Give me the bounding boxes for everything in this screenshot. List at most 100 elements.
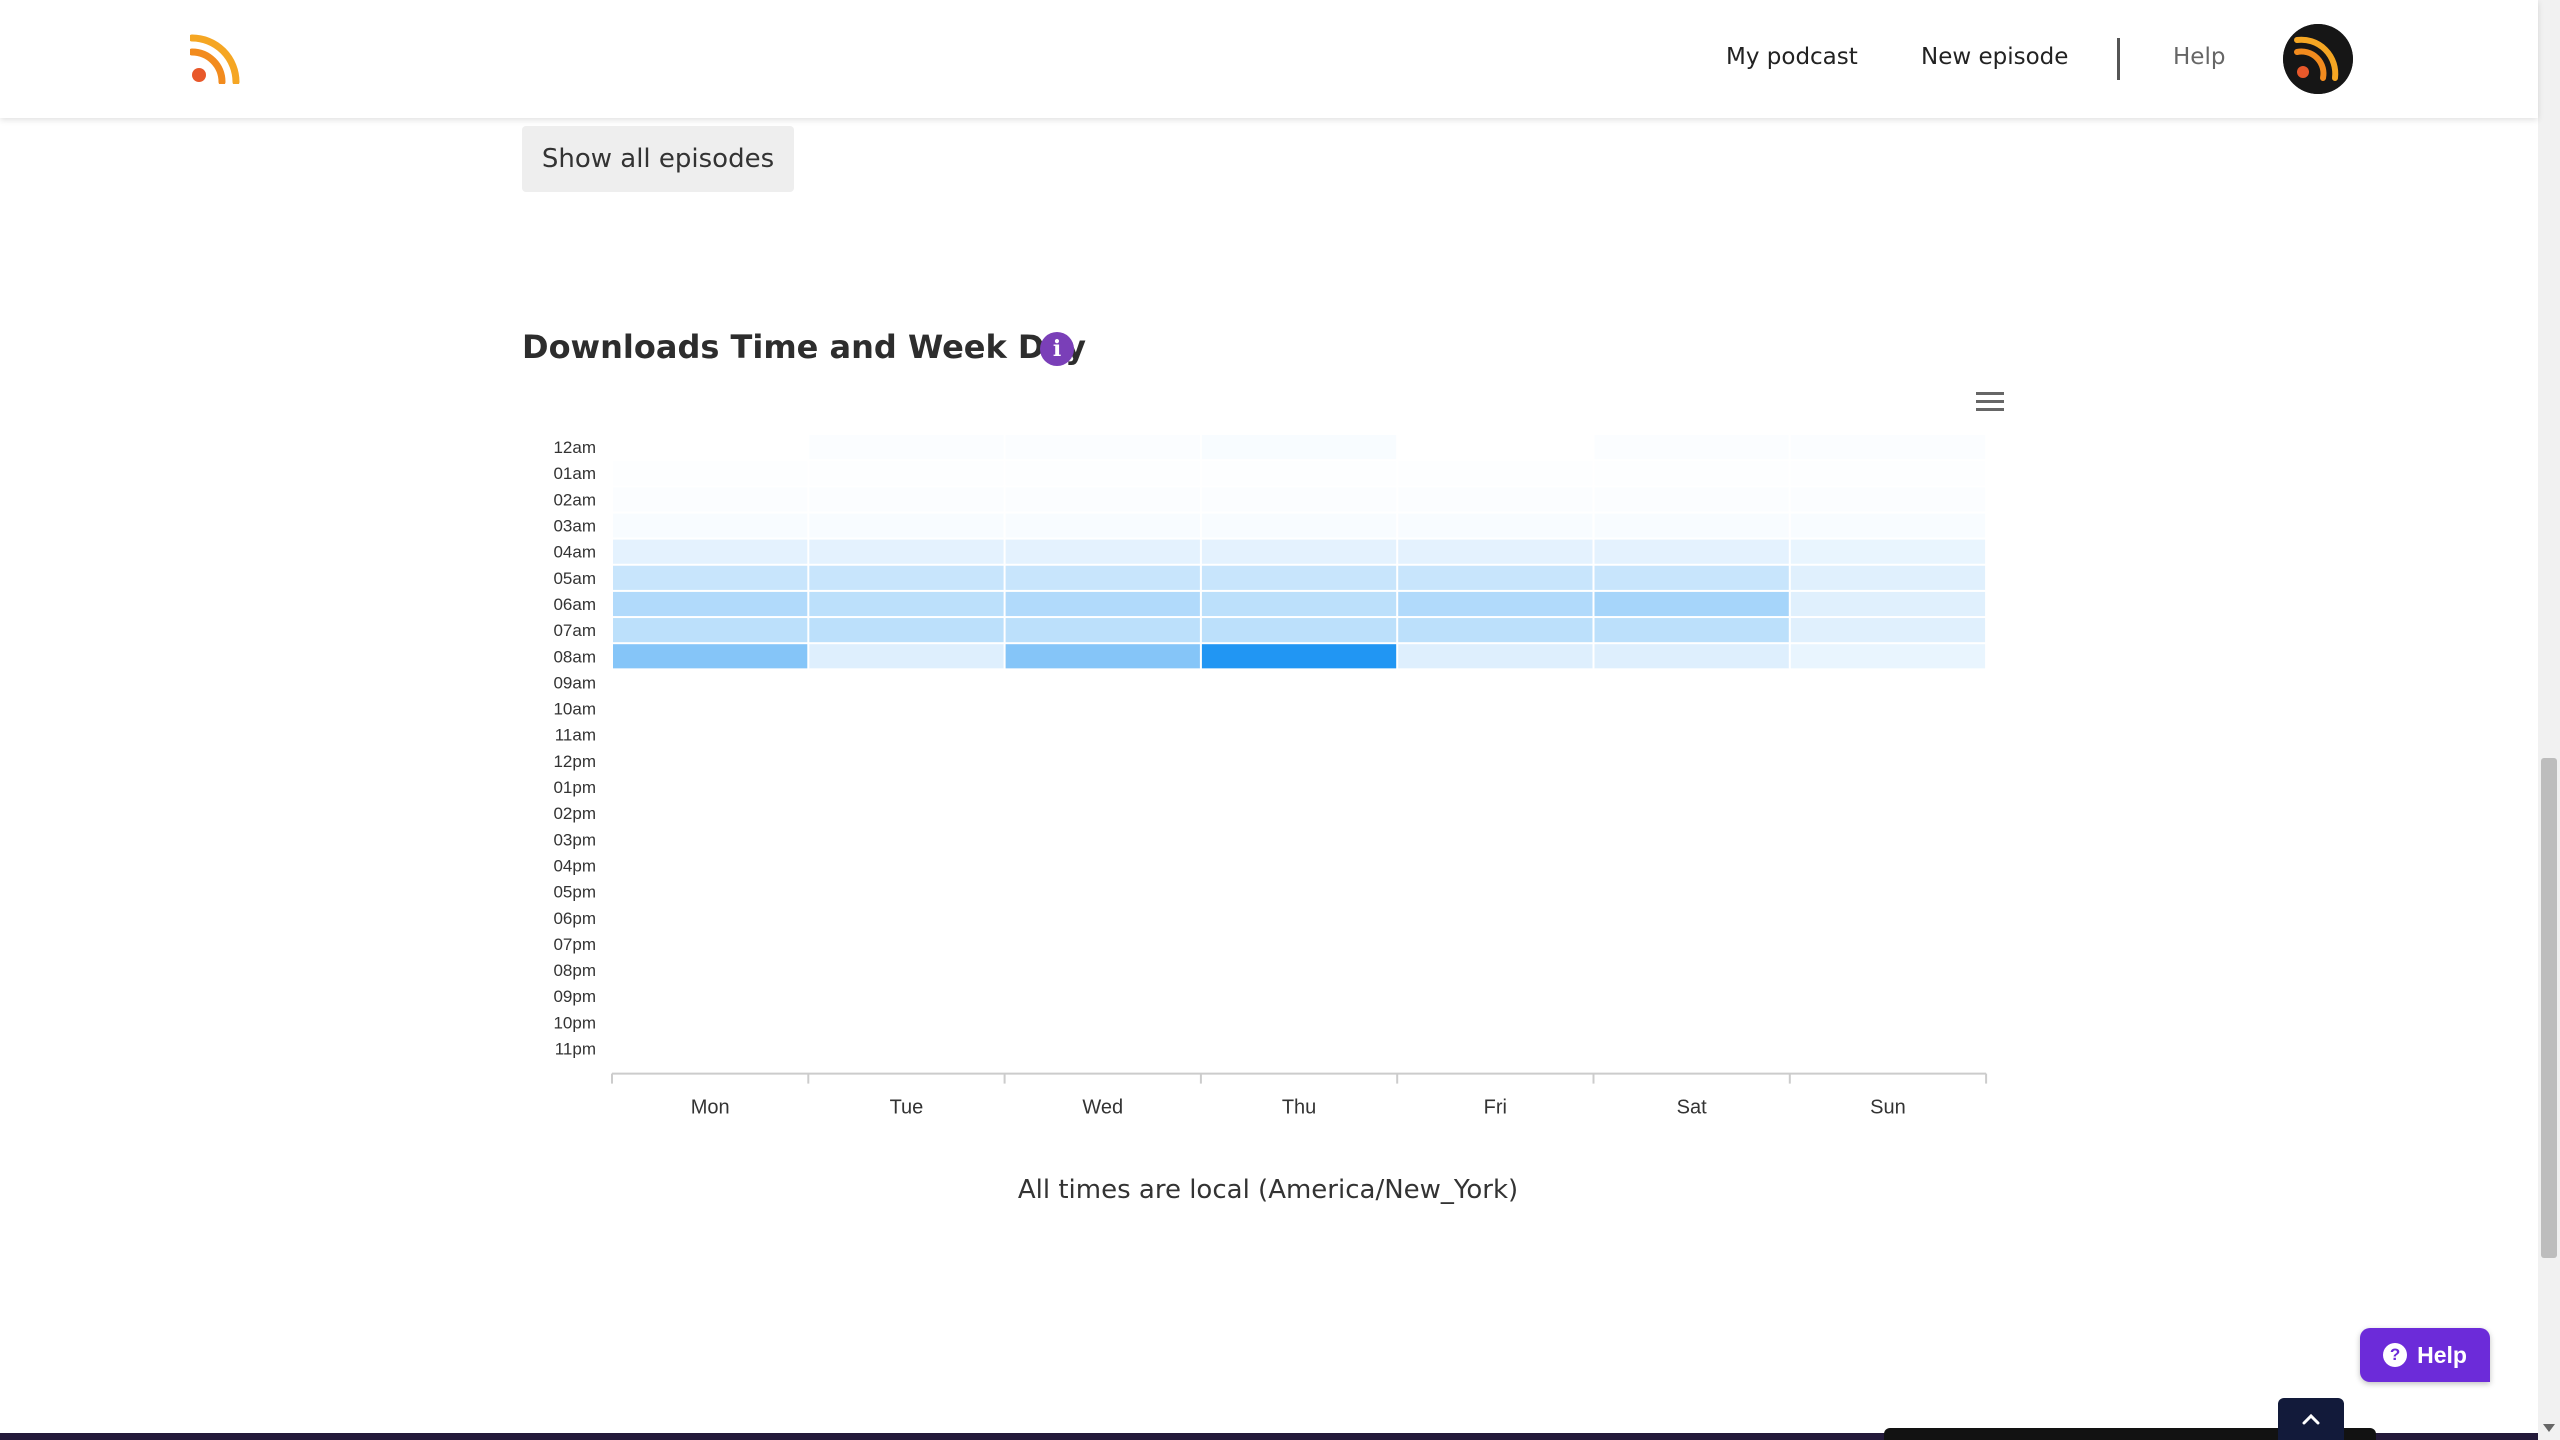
- heatmap-cell[interactable]: [1398, 774, 1593, 800]
- heatmap-cell[interactable]: [1790, 774, 1986, 800]
- heatmap-cell[interactable]: [1790, 801, 1986, 826]
- heatmap-cell[interactable]: [1594, 748, 1789, 773]
- heatmap-cell[interactable]: [1594, 487, 1789, 512]
- heatmap-cell[interactable]: [613, 853, 808, 878]
- heatmap-cell[interactable]: [1201, 879, 1397, 904]
- heatmap-cell[interactable]: [809, 722, 1004, 747]
- heatmap-cell[interactable]: [1398, 748, 1593, 773]
- heatmap-cell[interactable]: [809, 748, 1004, 773]
- heatmap-cell[interactable]: [1005, 513, 1200, 538]
- heatmap-cell[interactable]: [1201, 931, 1397, 956]
- heatmap-cell[interactable]: [809, 931, 1004, 956]
- heatmap-cell[interactable]: [1398, 853, 1593, 878]
- heatmap-cell[interactable]: [613, 591, 808, 617]
- heatmap-cell[interactable]: [613, 539, 808, 564]
- heatmap-cell[interactable]: [1594, 827, 1789, 852]
- heatmap-cell[interactable]: [1005, 618, 1200, 643]
- heatmap-cell[interactable]: [1005, 644, 1200, 669]
- heatmap-cell[interactable]: [1398, 984, 1593, 1009]
- heatmap-cell[interactable]: [1398, 931, 1593, 956]
- heatmap-cell[interactable]: [809, 487, 1004, 512]
- heatmap-cell[interactable]: [1594, 591, 1789, 617]
- heatmap-cell[interactable]: [613, 905, 808, 930]
- heatmap-cell[interactable]: [1005, 984, 1200, 1009]
- heatmap-cell[interactable]: [1594, 539, 1789, 564]
- heatmap-cell[interactable]: [1790, 513, 1986, 538]
- heatmap-cell[interactable]: [1201, 722, 1397, 747]
- info-icon[interactable]: i: [1040, 332, 1074, 366]
- heatmap-cell[interactable]: [1594, 1036, 1789, 1061]
- heatmap-cell[interactable]: [1398, 644, 1593, 669]
- heatmap-cell[interactable]: [1005, 487, 1200, 512]
- heatmap-cell[interactable]: [1005, 591, 1200, 617]
- heatmap-cell[interactable]: [809, 696, 1004, 721]
- podcast-avatar[interactable]: [2283, 24, 2353, 94]
- heatmap-cell[interactable]: [809, 774, 1004, 800]
- heatmap-cell[interactable]: [1790, 618, 1986, 643]
- help-widget-button[interactable]: ? Help: [2360, 1328, 2490, 1382]
- heatmap-cell[interactable]: [1005, 722, 1200, 747]
- heatmap-cell[interactable]: [1594, 853, 1789, 878]
- heatmap-cell[interactable]: [613, 748, 808, 773]
- heatmap-cell[interactable]: [1594, 435, 1789, 460]
- heatmap-cell[interactable]: [1790, 958, 1986, 983]
- heatmap-cell[interactable]: [1790, 696, 1986, 721]
- heatmap-cell[interactable]: [613, 618, 808, 643]
- heatmap-cell[interactable]: [1005, 853, 1200, 878]
- heatmap-cell[interactable]: [1398, 1036, 1593, 1061]
- heatmap-cell[interactable]: [1201, 644, 1397, 669]
- heatmap-cell[interactable]: [809, 539, 1004, 564]
- heatmap-cell[interactable]: [1594, 905, 1789, 930]
- heatmap-cell[interactable]: [1790, 905, 1986, 930]
- heatmap-cell[interactable]: [1790, 461, 1986, 486]
- heatmap-cell[interactable]: [1594, 984, 1789, 1009]
- heatmap-cell[interactable]: [1790, 670, 1986, 695]
- heatmap-cell[interactable]: [1398, 696, 1593, 721]
- heatmap-cell[interactable]: [1398, 905, 1593, 930]
- heatmap-cell[interactable]: [809, 1036, 1004, 1061]
- heatmap-cell[interactable]: [1201, 1036, 1397, 1061]
- heatmap-cell[interactable]: [1005, 879, 1200, 904]
- heatmap-cell[interactable]: [1790, 1036, 1986, 1061]
- heatmap-cell[interactable]: [1201, 670, 1397, 695]
- heatmap-cell[interactable]: [1201, 513, 1397, 538]
- heatmap-cell[interactable]: [613, 774, 808, 800]
- show-all-episodes-button[interactable]: Show all episodes: [522, 126, 794, 192]
- heatmap-cell[interactable]: [613, 984, 808, 1009]
- heatmap-cell[interactable]: [1201, 984, 1397, 1009]
- heatmap-cell[interactable]: [1790, 487, 1986, 512]
- heatmap-cell[interactable]: [1790, 565, 1986, 590]
- heatmap-cell[interactable]: [1201, 801, 1397, 826]
- heatmap-cell[interactable]: [1790, 748, 1986, 773]
- heatmap-cell[interactable]: [1594, 958, 1789, 983]
- heatmap-cell[interactable]: [1398, 958, 1593, 983]
- heatmap-cell[interactable]: [1201, 539, 1397, 564]
- heatmap-cell[interactable]: [1201, 958, 1397, 983]
- heatmap-cell[interactable]: [613, 931, 808, 956]
- nav-my-podcast[interactable]: My podcast: [1726, 44, 1858, 70]
- heatmap-cell[interactable]: [1005, 801, 1200, 826]
- heatmap-cell[interactable]: [1398, 827, 1593, 852]
- heatmap-cell[interactable]: [1594, 722, 1789, 747]
- nav-new-episode[interactable]: New episode: [1921, 44, 2069, 70]
- heatmap-cell[interactable]: [613, 644, 808, 669]
- heatmap-cell[interactable]: [1398, 670, 1593, 695]
- heatmap-cell[interactable]: [1201, 435, 1397, 460]
- heatmap-cell[interactable]: [1201, 774, 1397, 800]
- heatmap-cell[interactable]: [1005, 958, 1200, 983]
- heatmap-cell[interactable]: [613, 801, 808, 826]
- heatmap-cell[interactable]: [809, 1010, 1004, 1035]
- heatmap-cell[interactable]: [1790, 1010, 1986, 1035]
- heatmap-cell[interactable]: [1594, 774, 1789, 800]
- heatmap-cell[interactable]: [1005, 1036, 1200, 1061]
- heatmap-cell[interactable]: [613, 565, 808, 590]
- heatmap-cell[interactable]: [1201, 487, 1397, 512]
- heatmap-cell[interactable]: [1790, 853, 1986, 878]
- heatmap-cell[interactable]: [613, 487, 808, 512]
- heatmap-cell[interactable]: [1594, 1010, 1789, 1035]
- heatmap-cell[interactable]: [1005, 461, 1200, 486]
- heatmap-cell[interactable]: [809, 879, 1004, 904]
- heatmap-cell[interactable]: [809, 827, 1004, 852]
- heatmap-cell[interactable]: [1790, 827, 1986, 852]
- heatmap-cell[interactable]: [1790, 984, 1986, 1009]
